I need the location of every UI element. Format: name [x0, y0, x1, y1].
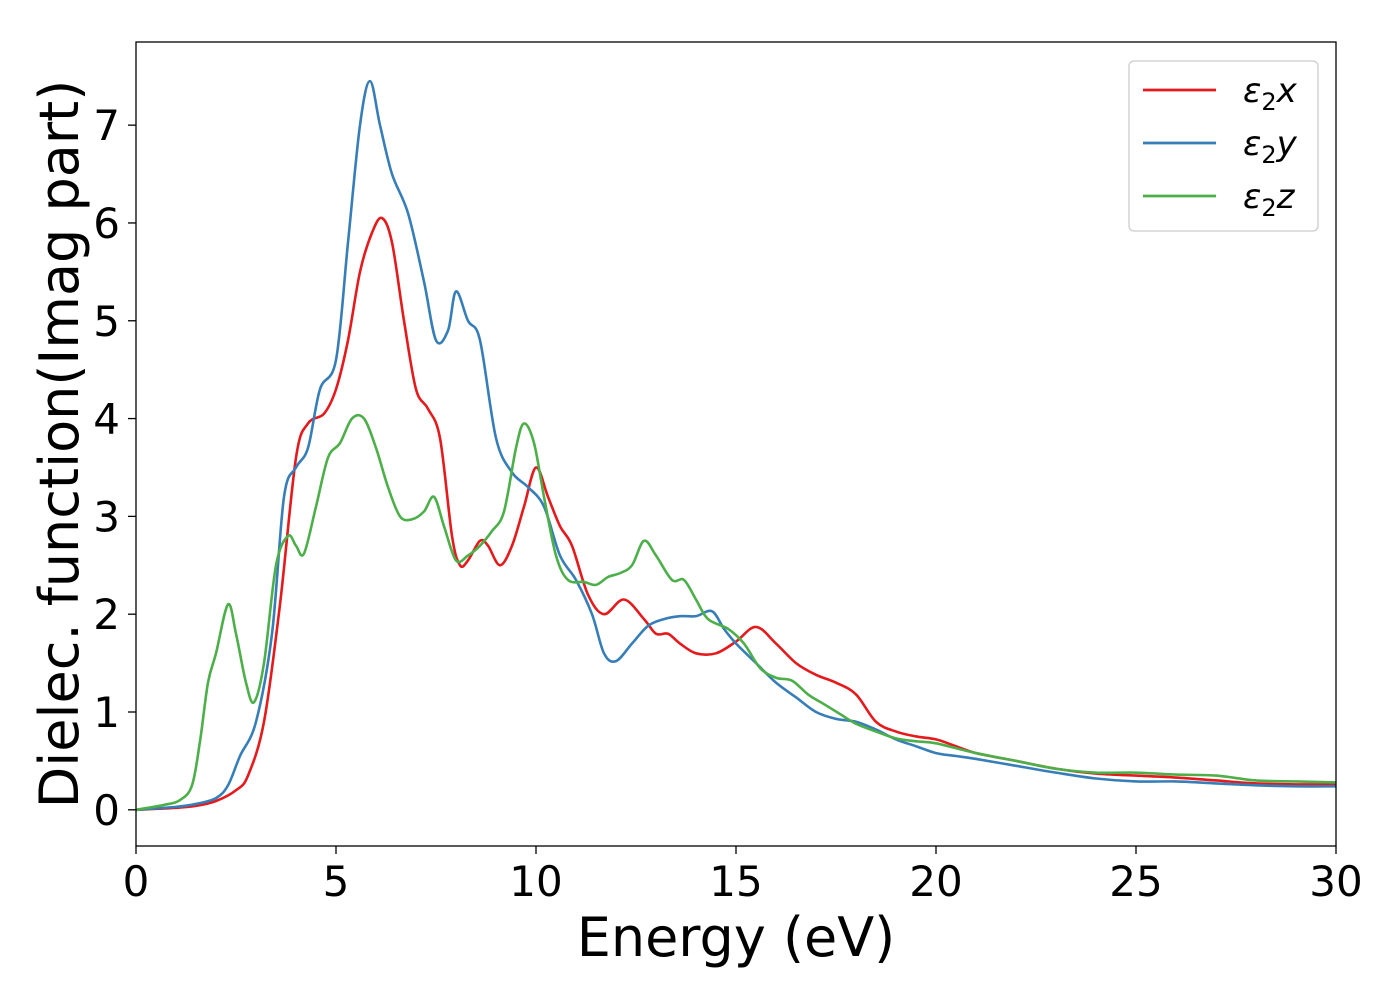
- x-axis-title: Energy (eV): [577, 906, 896, 969]
- y-tick-label: 7: [93, 101, 120, 150]
- series-line-eps2y: [136, 79, 1336, 812]
- legend-frame: [1128, 60, 1319, 232]
- series-line-eps2z: [136, 413, 1336, 812]
- y-tick-label: 1: [93, 688, 120, 737]
- legend-label-eps2z: ε2z: [1243, 177, 1296, 222]
- x-tick-label: 5: [323, 857, 350, 906]
- y-axis: 0 1 2 3 4 5 6 7: [93, 101, 136, 835]
- legend-label-eps2y: ε2y: [1243, 124, 1298, 169]
- x-axis: 0 5 10 15 20 25 30: [123, 846, 1363, 906]
- legend-label-eps2x: ε2x: [1243, 71, 1298, 116]
- y-tick-label: 5: [93, 297, 120, 346]
- series-layer: [136, 79, 1336, 812]
- y-tick-label: 2: [93, 590, 120, 639]
- x-tick-label: 30: [1309, 857, 1362, 906]
- x-tick-label: 15: [709, 857, 762, 906]
- series-line-eps2x: [136, 216, 1336, 812]
- y-tick-label: 0: [93, 786, 120, 835]
- y-axis-title: Dielec. function(Imag part): [28, 80, 91, 809]
- x-tick-label: 0: [123, 857, 150, 906]
- y-tick-label: 4: [93, 395, 120, 444]
- x-tick-label: 20: [909, 857, 962, 906]
- legend: ε2x ε2y ε2z: [1128, 60, 1319, 232]
- y-tick-label: 6: [93, 199, 120, 248]
- x-tick-label: 10: [509, 857, 562, 906]
- y-tick-label: 3: [93, 492, 120, 541]
- x-tick-label: 25: [1109, 857, 1162, 906]
